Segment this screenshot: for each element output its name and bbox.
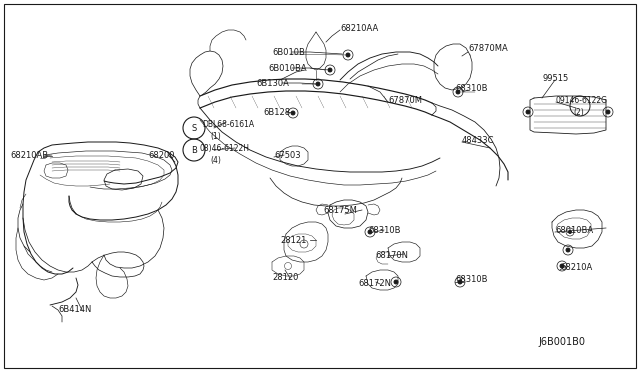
Circle shape	[346, 53, 350, 57]
Text: 68210A: 68210A	[560, 263, 592, 273]
Circle shape	[394, 280, 398, 284]
Text: 68175M: 68175M	[323, 205, 357, 215]
Text: (4): (4)	[210, 155, 221, 164]
Circle shape	[526, 110, 530, 114]
Text: DBL68-6161A: DBL68-6161A	[202, 119, 254, 128]
Text: B: B	[191, 145, 197, 154]
Circle shape	[456, 90, 460, 94]
Text: 68172N: 68172N	[358, 279, 391, 289]
Text: 6B128: 6B128	[263, 108, 290, 116]
Text: 6B010B: 6B010B	[272, 48, 305, 57]
Text: (2): (2)	[573, 108, 584, 116]
Circle shape	[566, 248, 570, 252]
Text: 48433C: 48433C	[462, 135, 495, 144]
Text: J6B001B0: J6B001B0	[538, 337, 585, 347]
Text: 08)46-6122H: 08)46-6122H	[199, 144, 249, 153]
Text: 6B130A: 6B130A	[256, 78, 289, 87]
Text: 28121: 28121	[280, 235, 307, 244]
Circle shape	[328, 68, 332, 72]
Circle shape	[568, 231, 572, 234]
Circle shape	[606, 110, 610, 114]
Text: 99515: 99515	[543, 74, 569, 83]
Circle shape	[316, 82, 320, 86]
Text: 67870MA: 67870MA	[468, 44, 508, 52]
Text: 68200: 68200	[148, 151, 175, 160]
Text: 6B414N: 6B414N	[58, 305, 92, 314]
Text: 68010BA: 68010BA	[555, 225, 593, 234]
Text: 68310B: 68310B	[455, 83, 488, 93]
Text: 68210AA: 68210AA	[340, 23, 378, 32]
Text: 67870M: 67870M	[388, 96, 422, 105]
Text: 68170N: 68170N	[375, 251, 408, 260]
Text: 28120: 28120	[272, 273, 298, 282]
Circle shape	[291, 111, 295, 115]
Circle shape	[458, 280, 462, 284]
Circle shape	[560, 264, 564, 268]
Text: 67503: 67503	[274, 151, 301, 160]
Text: 68310B: 68310B	[455, 276, 488, 285]
Text: (1): (1)	[210, 131, 221, 141]
Text: S: S	[191, 124, 196, 132]
Text: 09146-6122G: 09146-6122G	[556, 96, 608, 105]
Text: 68310B: 68310B	[368, 225, 401, 234]
Text: 68210AB: 68210AB	[10, 151, 48, 160]
Circle shape	[368, 230, 372, 234]
Text: 6B010BA: 6B010BA	[268, 64, 307, 73]
